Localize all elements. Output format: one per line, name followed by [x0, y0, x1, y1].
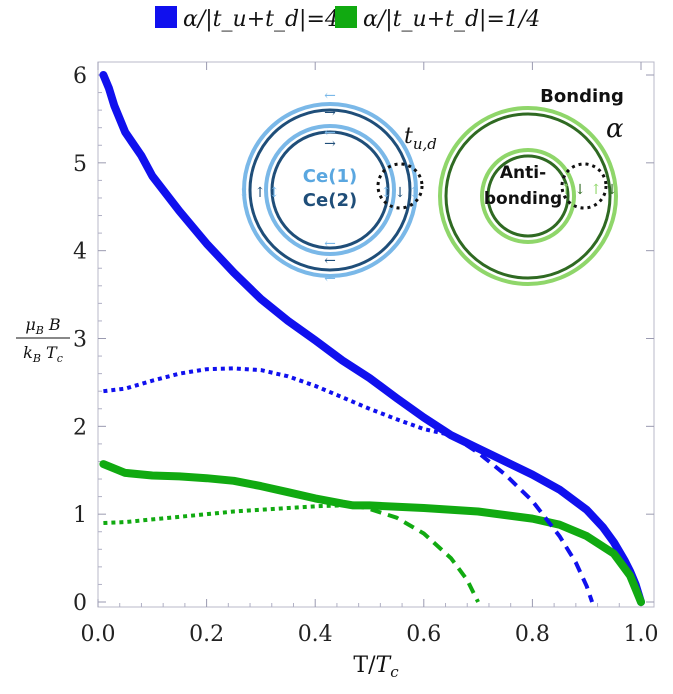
svg-text:μB B: μB B — [25, 315, 61, 337]
spin-arrow-icon: ↕ — [238, 185, 250, 201]
spin-arrow-icon: ← — [324, 271, 336, 287]
inset-ring — [248, 108, 412, 272]
inset-ring — [444, 112, 612, 280]
inset-label-ce2: Ce(2) — [303, 190, 357, 211]
spin-arrow-icon: ← — [324, 88, 336, 104]
spin-arrow-icon: ↓ — [606, 182, 618, 198]
inset-ring — [264, 124, 396, 256]
series-line-2-solid — [99, 460, 645, 606]
inset-dotted-loop — [560, 162, 608, 210]
spin-arrow-icon: ← — [324, 253, 336, 269]
spin-arrow-icon: ← — [324, 236, 336, 252]
x-tick-label: 0.8 — [515, 622, 550, 647]
inset-ring — [242, 102, 418, 278]
x-tick-label: 0.0 — [81, 622, 116, 647]
inset-ring — [486, 154, 570, 238]
y-tick-label: 4 — [73, 240, 87, 265]
axis-ticks: 0.0 0.2 0.4 0.6 0.8 1.0 0 1 2 3 4 5 6 — [73, 62, 659, 647]
series-line-6-dashed — [352, 503, 480, 603]
spin-arrow-icon: → — [324, 136, 336, 152]
series-line-4-dashed — [449, 433, 594, 603]
spin-arrow-icon: ↓ — [574, 182, 586, 198]
inset-label-antibonding: bonding — [484, 189, 562, 209]
svg-text:kB Tc: kB Tc — [23, 343, 63, 365]
series-line-5-dotted — [103, 503, 354, 525]
spin-arrow-icon: ← — [324, 125, 336, 141]
spin-arrow-icon: ↕ — [380, 185, 392, 201]
y-tick-label: 6 — [73, 64, 87, 89]
y-tick-label: 1 — [73, 503, 87, 528]
series-line-3-dotted — [103, 366, 452, 438]
legend: α/|t_u+t_d|=4 α/|t_u+t_d|=1/4 — [155, 6, 540, 32]
inset-label-ce1: Ce(1) — [303, 166, 357, 187]
inset-dotted-loop — [376, 162, 424, 210]
x-tick-label: 0.6 — [406, 622, 441, 647]
spin-arrow-icon: ↓ — [394, 185, 406, 201]
y-tick-label: 0 — [73, 591, 87, 616]
y-tick-label: 5 — [73, 152, 87, 177]
inset-diagram: ←→←→←←←↕ ↑ ↕ ↕ ↓ ↕Ce(1)Ce(2)tu,d↑ ↓ ↑ ↓BondingAn… — [236, 82, 626, 292]
x-axis-title: T/Tc — [353, 653, 399, 681]
spin-arrow-icon: → — [324, 105, 336, 121]
y-tick-label: 2 — [73, 415, 87, 440]
spin-arrow-icon: ↑ — [560, 182, 572, 198]
spin-arrow-icon: ↑ — [254, 185, 266, 201]
inset-ring — [270, 130, 390, 250]
y-tick-label: 3 — [73, 328, 87, 353]
plot-frame — [97, 61, 655, 608]
inset-ring — [438, 106, 618, 286]
spin-arrow-icon: ↑ — [590, 182, 602, 198]
inset-label-alpha: α — [606, 114, 624, 144]
x-tick-label: 0.4 — [298, 622, 333, 647]
legend-swatch-series-2 — [335, 6, 357, 28]
spin-arrow-icon: ↕ — [268, 185, 280, 201]
inset-ring — [480, 148, 576, 244]
inset-label-bonding: Bonding — [540, 86, 624, 107]
x-tick-label: 1.0 — [624, 622, 659, 647]
y-axis-title: μB B kB Tc — [16, 315, 70, 365]
legend-label-series-1: α/|t_u+t_d|=4 — [183, 7, 339, 32]
spin-arrow-icon: ↕ — [408, 185, 420, 201]
inset-label-anti: Anti- — [500, 163, 546, 183]
series-layer — [99, 71, 645, 606]
series-line-1-solid — [99, 71, 645, 606]
legend-label-series-2: α/|t_u+t_d|=1/4 — [363, 7, 540, 32]
x-tick-label: 0.2 — [189, 622, 224, 647]
legend-swatch-series-1 — [155, 6, 177, 28]
